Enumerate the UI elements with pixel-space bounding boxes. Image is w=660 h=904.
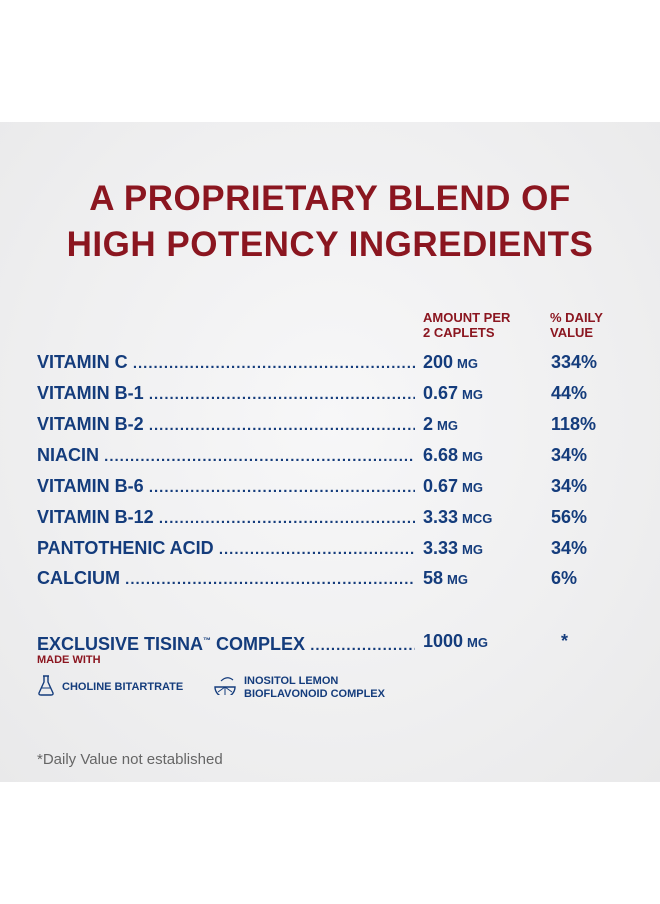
amount-unit: MG — [437, 418, 458, 433]
ingredient-amount: 3.33 MCG — [423, 505, 492, 531]
ingredient-name: VITAMIN B-1 — [37, 381, 415, 407]
amount-value: 0.67 — [423, 476, 459, 496]
daily-header-line-2: VALUE — [550, 325, 594, 340]
ingredient-daily-value: 34% — [551, 538, 588, 558]
inositol-lemon-label: INOSITOL LEMON BIOFLAVONOID COMPLEX — [244, 675, 385, 701]
ingredient-daily-value: 44% — [551, 383, 588, 403]
amount-value: 1000 — [423, 631, 464, 651]
ingredient-name: PANTOTHENIC ACID — [37, 536, 415, 562]
amount-unit: MG — [462, 387, 483, 402]
ingredient-name: VITAMIN B-2 — [37, 412, 415, 438]
amount-unit: MG — [462, 449, 483, 464]
ingredient-name: VITAMIN C — [37, 350, 415, 376]
amount-unit: MG — [462, 542, 483, 557]
complex-name: EXCLUSIVE TISINA™ COMPLEX — [37, 629, 415, 658]
ingredient-amount: 0.67 MG — [423, 381, 483, 407]
ingredient-daily-value: 334% — [551, 352, 598, 372]
ingredient-amount: 2 MG — [423, 412, 458, 438]
complex-daily-value: * — [561, 631, 569, 651]
complex-name-suffix: COMPLEX — [216, 634, 306, 654]
ingredient-row: VITAMIN B-2 2MG 118% — [37, 412, 637, 436]
amount-unit: MG — [467, 635, 488, 650]
made-with-label: MADE WITH — [37, 654, 101, 666]
amount-unit: MG — [457, 356, 478, 371]
amount-unit: MG — [462, 480, 483, 495]
inositol-line-1: INOSITOL LEMON — [244, 675, 339, 687]
ingredient-daily-value: 34% — [551, 476, 588, 496]
ingredient-name: VITAMIN B-12 — [37, 505, 415, 531]
amount-value: 0.67 — [423, 383, 459, 403]
daily-header-line-1: % DAILY — [550, 310, 603, 325]
ingredient-amount: 6.68 MG — [423, 443, 483, 469]
headline-line-2: HIGH POTENCY INGREDIENTS — [66, 225, 594, 264]
ingredient-daily-value: 56% — [551, 507, 588, 527]
amount-value: 3.33 — [423, 538, 459, 558]
amount-unit: MCG — [462, 511, 493, 526]
ingredient-amount: 3.33 MG — [423, 536, 483, 562]
ingredient-name: VITAMIN B-6 — [37, 474, 415, 500]
daily-value-footnote: *Daily Value not established — [37, 751, 223, 768]
amount-value: 3.33 — [423, 507, 459, 527]
ingredient-amount: 0.67 MG — [423, 474, 483, 500]
daily-value-column-header: % DAILY VALUE — [550, 310, 603, 340]
amount-value: 200 — [423, 352, 454, 372]
amount-header-line-2: 2 CAPLETS — [423, 325, 495, 340]
complex-amount: 1000 MG — [423, 629, 488, 655]
amount-value: 2 — [423, 414, 434, 434]
amount-header-line-1: AMOUNT PER — [423, 310, 511, 325]
complex-name-text: EXCLUSIVE TISINA — [37, 634, 204, 654]
ingredient-amount: 200 MG — [423, 350, 478, 376]
amount-column-header: AMOUNT PER 2 CAPLETS — [423, 310, 510, 340]
headline-line-1: A PROPRIETARY BLEND OF — [89, 179, 571, 218]
flask-icon — [37, 674, 55, 701]
lemon-slice-icon — [213, 675, 237, 700]
amount-value: 6.68 — [423, 445, 459, 465]
ingredient-daily-value: 6% — [551, 568, 578, 588]
choline-bitartrate-label: CHOLINE BITARTRATE — [62, 681, 184, 693]
ingredient-name: CALCIUM — [37, 566, 415, 592]
ingredient-daily-value: 118% — [551, 414, 597, 434]
ingredient-amount: 58 MG — [423, 566, 468, 592]
ingredient-name: NIACIN — [37, 443, 415, 469]
inositol-line-2: BIOFLAVONOID COMPLEX — [244, 688, 385, 700]
amount-value: 58 — [423, 568, 444, 588]
ingredient-daily-value: 34% — [551, 445, 588, 465]
trademark-symbol: ™ — [203, 636, 212, 645]
amount-unit: MG — [447, 572, 468, 587]
